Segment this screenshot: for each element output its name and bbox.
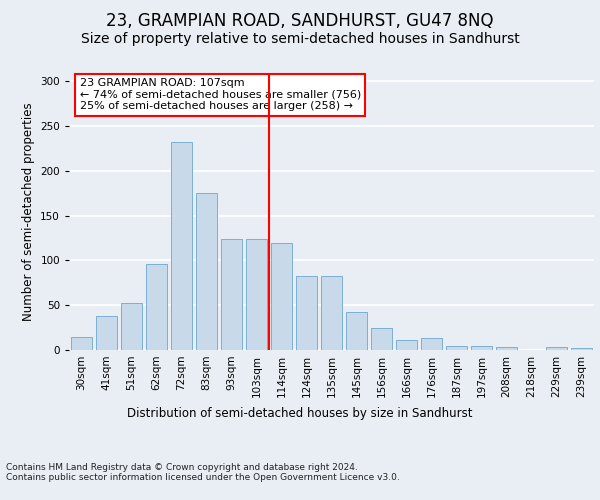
Text: 23 GRAMPIAN ROAD: 107sqm
← 74% of semi-detached houses are smaller (756)
25% of : 23 GRAMPIAN ROAD: 107sqm ← 74% of semi-d… (79, 78, 361, 112)
Text: Contains HM Land Registry data © Crown copyright and database right 2024.
Contai: Contains HM Land Registry data © Crown c… (6, 462, 400, 482)
Bar (196, 194, 217, 350)
Bar (146, 264, 167, 350)
Bar (171, 142, 192, 350)
Bar (71, 336, 92, 350)
Bar (296, 276, 317, 350)
Bar (471, 346, 492, 350)
Y-axis label: Number of semi-detached properties: Number of semi-detached properties (22, 102, 35, 320)
Bar (221, 239, 242, 350)
Bar (96, 316, 117, 350)
Bar (371, 328, 392, 350)
Bar (271, 244, 292, 350)
Bar (446, 346, 467, 350)
Bar (421, 338, 442, 350)
Text: Size of property relative to semi-detached houses in Sandhurst: Size of property relative to semi-detach… (80, 32, 520, 46)
Text: 23, GRAMPIAN ROAD, SANDHURST, GU47 8NQ: 23, GRAMPIAN ROAD, SANDHURST, GU47 8NQ (106, 12, 494, 30)
Bar (346, 312, 367, 350)
Bar (396, 340, 417, 350)
Bar (246, 239, 267, 350)
Bar (321, 276, 342, 350)
Bar (496, 348, 517, 350)
Bar (121, 302, 142, 350)
Bar (546, 348, 567, 350)
Text: Distribution of semi-detached houses by size in Sandhurst: Distribution of semi-detached houses by … (127, 408, 473, 420)
Bar (571, 348, 592, 350)
